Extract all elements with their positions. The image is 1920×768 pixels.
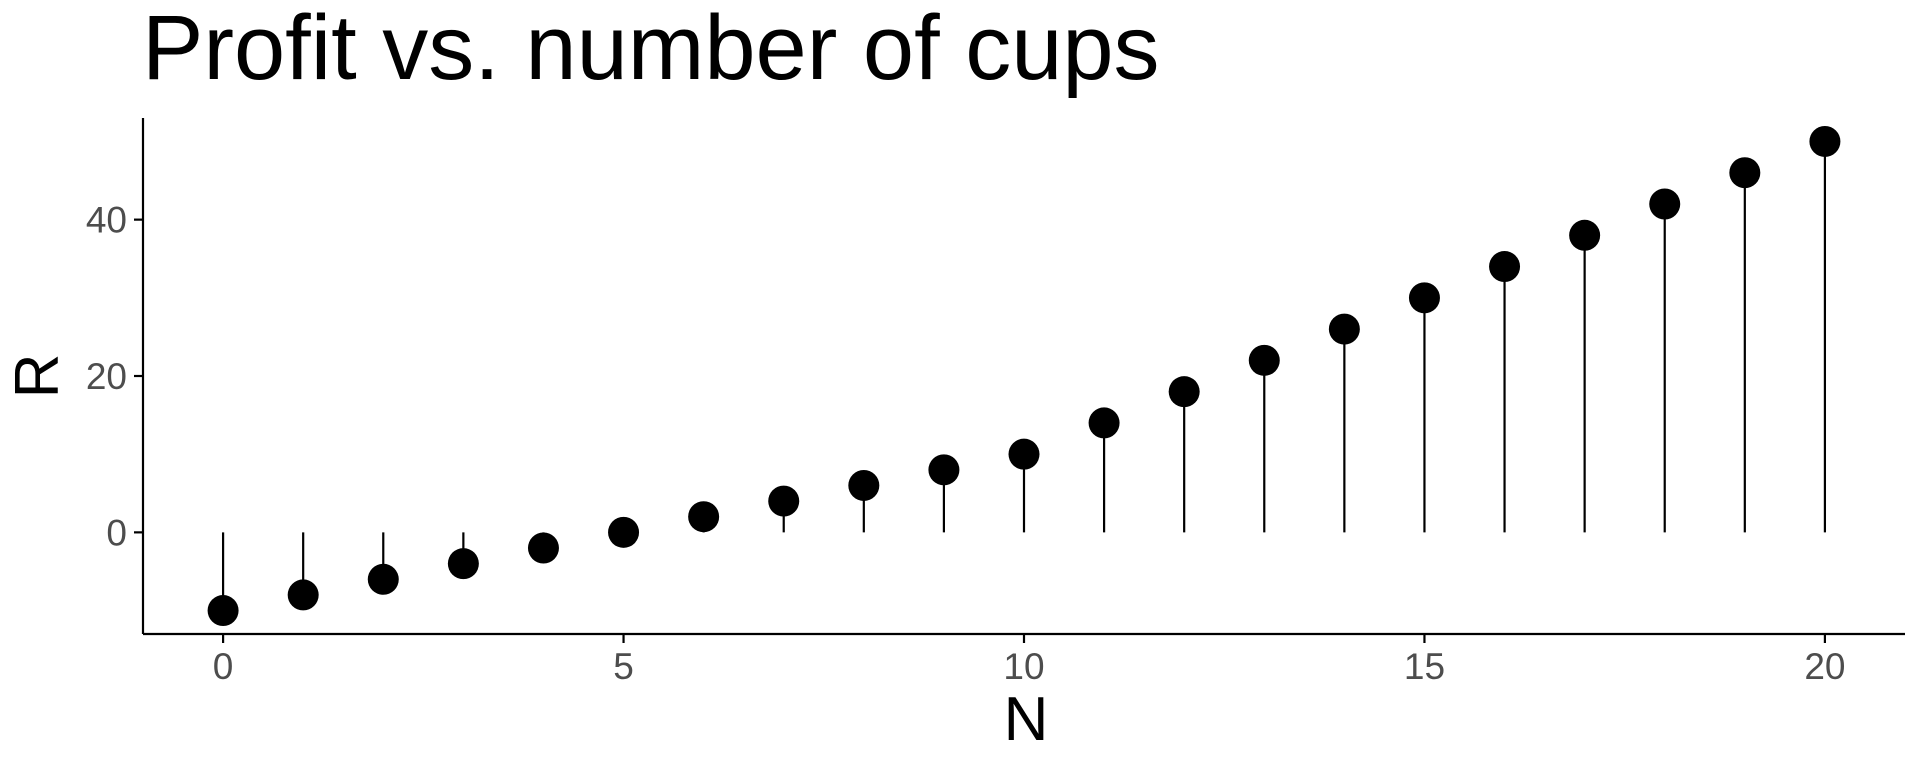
y-axis-title: R — [3, 354, 72, 399]
data-point — [848, 469, 880, 501]
stems-layer — [221, 141, 1827, 611]
y-tick-label: 20 — [86, 356, 127, 397]
points-layer — [207, 125, 1841, 627]
data-point — [527, 532, 559, 564]
data-point — [688, 501, 720, 533]
axes-layer — [141, 118, 1905, 636]
data-point — [447, 548, 479, 580]
x-axis-title: N — [1004, 685, 1049, 754]
x-tick-label: 5 — [613, 646, 634, 687]
data-point — [207, 595, 239, 627]
data-point — [1729, 157, 1761, 189]
x-tick-label: 10 — [1003, 646, 1044, 687]
data-point — [1569, 219, 1601, 251]
x-tick-label: 15 — [1404, 646, 1445, 687]
x-tick-label: 20 — [1804, 646, 1845, 687]
data-point — [768, 485, 800, 517]
chart-title: Profit vs. number of cups — [142, 0, 1160, 99]
data-point — [1088, 407, 1120, 439]
y-tick-label: 40 — [86, 200, 127, 241]
data-point — [1328, 313, 1360, 345]
data-point — [1489, 251, 1521, 283]
y-tick-label: 0 — [106, 512, 127, 553]
data-point — [1008, 438, 1040, 470]
x-tick-label: 0 — [213, 646, 234, 687]
data-point — [367, 563, 399, 595]
ticks-layer: 0 5 10 15 20 0 20 40 — [86, 200, 1846, 687]
data-point — [928, 454, 960, 486]
data-point — [1408, 282, 1440, 314]
data-point — [1649, 188, 1681, 220]
data-point — [608, 516, 640, 548]
data-point — [1809, 125, 1841, 157]
data-point — [287, 579, 319, 611]
data-point — [1168, 376, 1200, 408]
data-point — [1248, 344, 1280, 376]
